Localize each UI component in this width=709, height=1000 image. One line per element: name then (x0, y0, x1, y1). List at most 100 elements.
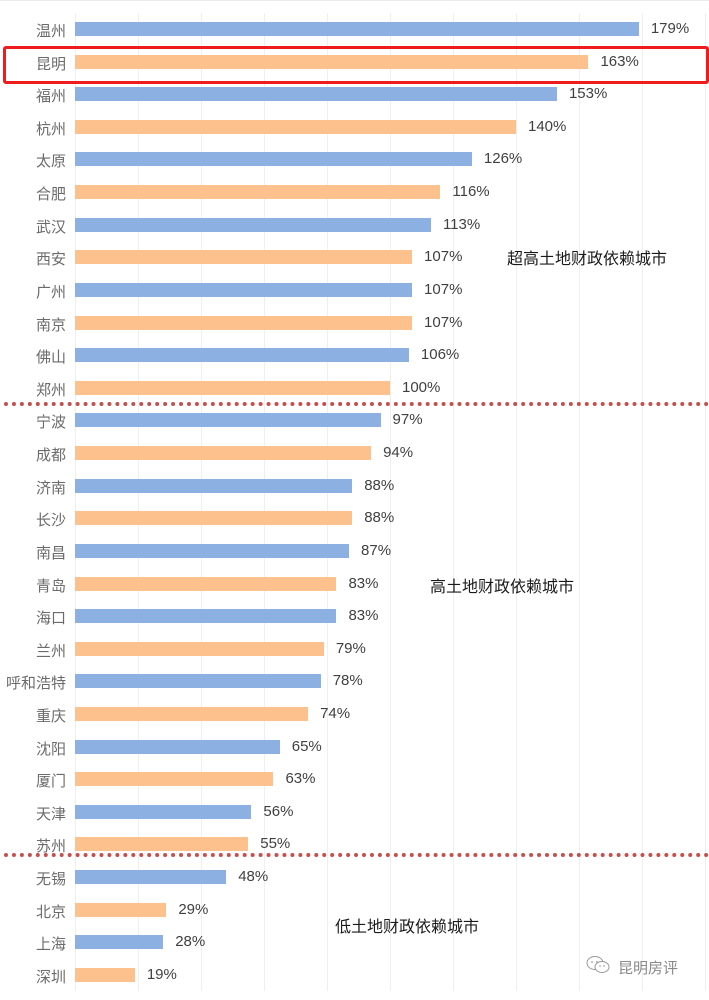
bar (75, 87, 557, 101)
bar-row: 合肥 116% (0, 176, 709, 208)
bar-row: 呼和浩特 78% (0, 665, 709, 697)
bar (75, 55, 589, 69)
value-label: 126% (483, 150, 523, 167)
bar-row: 成都 94% (0, 437, 709, 469)
bar (75, 740, 280, 754)
category-label: 郑州 (35, 381, 66, 399)
gridline (705, 13, 706, 991)
gridline (453, 13, 454, 991)
bar-row: 北京 29% (0, 894, 709, 926)
value-label: 83% (348, 575, 379, 592)
gridline (75, 13, 76, 991)
bar-row: 武汉 113% (0, 209, 709, 241)
bar (75, 903, 167, 917)
bar-row: 昆明 163% (0, 46, 709, 78)
category-label: 温州 (35, 22, 66, 40)
category-label: 沈阳 (35, 740, 66, 758)
bar-row: 杭州 140% (0, 111, 709, 143)
category-label: 南昌 (35, 544, 66, 562)
gridline (264, 13, 265, 991)
bar (75, 381, 390, 395)
separator-super-high-high (4, 402, 709, 406)
category-label: 佛山 (35, 348, 66, 366)
category-label: 昆明 (35, 55, 66, 73)
category-label: 兰州 (35, 642, 66, 660)
value-label: 78% (332, 672, 363, 689)
category-label: 无锡 (35, 870, 66, 888)
category-label: 成都 (35, 446, 66, 464)
value-label: 63% (285, 770, 316, 787)
bar-row: 苏州 55% (0, 828, 709, 860)
value-label: 163% (600, 53, 639, 70)
category-label: 重庆 (35, 707, 66, 725)
bar (75, 609, 337, 623)
bar-row: 天津 56% (0, 796, 709, 828)
separator-high-low (4, 853, 709, 857)
category-label: 长沙 (35, 511, 66, 529)
category-label: 宁波 (35, 413, 66, 431)
value-label: 87% (361, 542, 392, 559)
category-label: 合肥 (35, 185, 66, 203)
highlight-box-kunming (3, 46, 709, 84)
bar (75, 935, 164, 949)
value-label: 83% (348, 607, 379, 624)
category-label: 南京 (35, 316, 66, 334)
category-label: 西安 (35, 250, 66, 268)
bar (75, 544, 350, 558)
bar-row: 济南 88% (0, 470, 709, 502)
gridline (516, 13, 517, 991)
bar (75, 446, 372, 460)
value-label: 179% (650, 20, 690, 37)
wechat-icon (586, 955, 612, 979)
value-label: 88% (364, 509, 395, 526)
top-border (0, 0, 709, 1)
bar (75, 642, 324, 656)
category-label: 上海 (35, 935, 66, 953)
bar (75, 316, 413, 330)
bar (75, 674, 321, 688)
value-label: 94% (383, 444, 414, 461)
category-label: 杭州 (35, 120, 66, 138)
watermark-text: 昆明房评 (618, 958, 679, 977)
bar (75, 152, 472, 166)
category-label: 天津 (35, 805, 66, 823)
bar-row: 宁波 97% (0, 404, 709, 436)
gridline (327, 13, 328, 991)
value-label: 140% (528, 118, 567, 135)
watermark: 昆明房评 (586, 955, 678, 979)
gridline (642, 13, 643, 991)
category-label: 厦门 (35, 772, 66, 790)
gridline (201, 13, 202, 991)
bar (75, 870, 227, 884)
bar-row: 太原 126% (0, 143, 709, 175)
bar-row: 福州 153% (0, 78, 709, 110)
value-label: 107% (424, 248, 463, 265)
bar (75, 772, 274, 786)
value-label: 65% (291, 738, 322, 755)
bar (75, 479, 353, 493)
category-label: 青岛 (35, 577, 66, 595)
bar-row: 海口 83% (0, 600, 709, 632)
group-label-super-high: 超高土地财政依赖城市 (507, 249, 668, 268)
value-label: 74% (320, 705, 351, 722)
category-label: 深圳 (35, 968, 66, 986)
bar (75, 968, 135, 982)
bar (75, 348, 409, 362)
category-label: 苏州 (35, 837, 66, 855)
value-label: 19% (146, 966, 177, 983)
bar-row: 温州 179% (0, 13, 709, 45)
bar-row: 兰州 79% (0, 633, 709, 665)
bar (75, 837, 249, 851)
value-label: 153% (568, 85, 608, 102)
bar (75, 22, 639, 36)
bar-row: 南昌 87% (0, 535, 709, 567)
bar (75, 120, 516, 134)
value-label: 106% (420, 346, 460, 363)
category-label: 武汉 (35, 218, 66, 236)
category-label: 广州 (35, 283, 66, 301)
gridline (390, 13, 391, 991)
bar-row: 重庆 74% (0, 698, 709, 730)
value-label: 55% (260, 835, 291, 852)
gridline (579, 13, 580, 991)
